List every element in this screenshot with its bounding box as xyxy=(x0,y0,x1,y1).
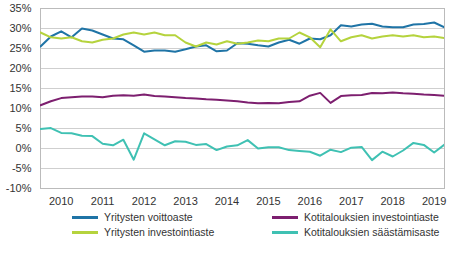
svg-text:-10%: -10% xyxy=(6,182,32,194)
svg-text:2013: 2013 xyxy=(173,195,197,207)
svg-text:25%: 25% xyxy=(9,42,31,54)
svg-text:2018: 2018 xyxy=(380,195,404,207)
svg-text:2012: 2012 xyxy=(132,195,156,207)
html-text:Yritysten voittoaste: Yritysten voittoaste xyxy=(104,211,193,223)
html-text:Kotitalouksien säästämisaste: Kotitalouksien säästämisaste xyxy=(304,226,440,238)
svg-text:35%: 35% xyxy=(9,2,31,14)
svg-text:30%: 30% xyxy=(9,22,31,34)
svg-text:20%: 20% xyxy=(9,62,31,74)
svg-text:2017: 2017 xyxy=(339,195,363,207)
svg-text:2014: 2014 xyxy=(215,195,239,207)
html-text:Yritysten investointiaste: Yritysten investointiaste xyxy=(104,226,215,238)
svg-text:2010: 2010 xyxy=(49,195,73,207)
svg-text:0%: 0% xyxy=(16,142,32,154)
svg-text:5%: 5% xyxy=(16,122,32,134)
svg-text:2015: 2015 xyxy=(256,195,280,207)
svg-text:2019: 2019 xyxy=(422,195,446,207)
svg-text:-5%: -5% xyxy=(12,162,32,174)
svg-text:10%: 10% xyxy=(9,102,31,114)
html-text:Kotitalouksien investointiaste: Kotitalouksien investointiaste xyxy=(304,211,439,223)
svg-text:2016: 2016 xyxy=(298,195,322,207)
svg-text:15%: 15% xyxy=(9,82,31,94)
svg-text:2011: 2011 xyxy=(91,195,115,207)
